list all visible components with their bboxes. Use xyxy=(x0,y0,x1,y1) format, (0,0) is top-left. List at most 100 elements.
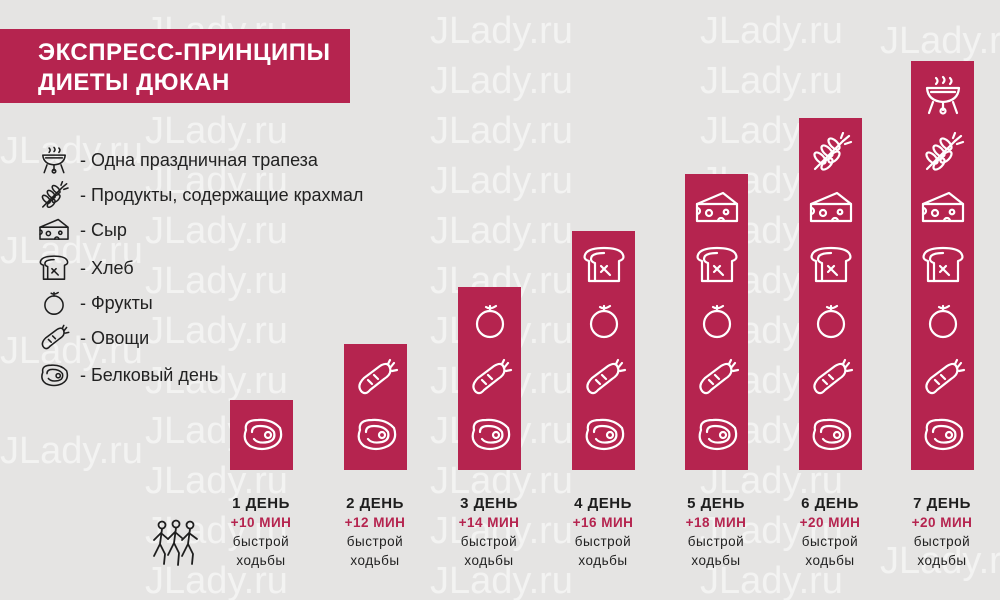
watermark-text: JLady.ru xyxy=(430,10,573,52)
watermark-text: JLady.ru xyxy=(430,210,573,252)
fruit-icon xyxy=(464,299,516,343)
wheat-icon xyxy=(917,130,969,174)
walking-minutes: +12 МИН xyxy=(344,515,406,530)
vegetable-icon xyxy=(917,356,969,400)
wheat-icon xyxy=(34,180,74,210)
watermark-text: JLady.ru xyxy=(145,310,288,352)
legend-item: - Хлеб xyxy=(34,253,134,283)
bar-day-2 xyxy=(344,344,407,470)
title-banner: ЭКСПРЕСС-ПРИНЦИПЫ ДИЕТЫ ДЮКАН xyxy=(0,29,350,103)
walking-text-line-1: быстрой xyxy=(232,534,290,549)
watermark-text: JLady.ru xyxy=(145,260,288,302)
walking-text-line-2: ходьбы xyxy=(691,553,741,568)
bar-day-7 xyxy=(911,61,974,470)
watermark-text: JLady.ru xyxy=(430,110,573,152)
cheese-icon xyxy=(805,186,857,230)
legend-label: - Продукты, содержащие крахмал xyxy=(80,184,364,205)
legend-label: - Хлеб xyxy=(80,257,134,278)
bread-icon xyxy=(34,253,74,283)
walking-minutes: +14 МИН xyxy=(458,515,520,530)
watermark-text: JLady.ru xyxy=(700,10,843,52)
day-label: 4 ДЕНЬ +16 МИН быстрой ходьбы xyxy=(548,494,658,570)
day-label: 5 ДЕНЬ +18 МИН быстрой ходьбы xyxy=(661,494,771,570)
vegetable-icon xyxy=(578,356,630,400)
day-label: 6 ДЕНЬ +20 МИН быстрой ходьбы xyxy=(775,494,885,570)
cheese-icon xyxy=(917,186,969,230)
grill-icon xyxy=(917,73,969,117)
legend-label: - Овощи xyxy=(80,327,150,348)
grill-icon xyxy=(34,145,74,175)
legend-item: - Продукты, содержащие крахмал xyxy=(34,180,363,210)
walking-minutes: +16 МИН xyxy=(572,515,634,530)
vegetable-icon xyxy=(464,356,516,400)
steak-icon xyxy=(691,412,743,456)
steak-icon xyxy=(917,412,969,456)
bar-day-4 xyxy=(572,231,635,470)
bar-day-6 xyxy=(799,118,862,470)
page-title-line-2: ДИЕТЫ ДЮКАН xyxy=(38,69,230,96)
watermark-text: JLady.ru xyxy=(145,210,288,252)
walking-text-line-1: быстрой xyxy=(801,534,859,549)
walking-text-line-2: ходьбы xyxy=(578,553,628,568)
day-title: 7 ДЕНЬ xyxy=(913,495,971,512)
day-label: 3 ДЕНЬ +14 МИН быстрой ходьбы xyxy=(434,494,544,570)
bar-day-3 xyxy=(458,287,521,470)
fruit-icon xyxy=(34,288,74,318)
walking-text-line-2: ходьбы xyxy=(805,553,855,568)
legend-label: - Одна праздничная трапеза xyxy=(80,149,318,170)
fruit-icon xyxy=(917,299,969,343)
walking-text-line-1: быстрой xyxy=(574,534,632,549)
walking-minutes: +18 МИН xyxy=(685,515,747,530)
walking-text-line-1: быстрой xyxy=(913,534,971,549)
bread-icon xyxy=(805,243,857,287)
watermark-text: JLady.ru xyxy=(430,60,573,102)
legend-item: - Одна праздничная трапеза xyxy=(34,145,318,175)
vegetable-icon xyxy=(691,356,743,400)
wheat-icon xyxy=(805,130,857,174)
walking-text-line-1: быстрой xyxy=(346,534,404,549)
day-label: 2 ДЕНЬ +12 МИН быстрой ходьбы xyxy=(320,494,430,570)
bread-icon xyxy=(691,243,743,287)
legend-label: - Сыр xyxy=(80,219,127,240)
cheese-icon xyxy=(34,215,74,245)
day-title: 1 ДЕНЬ xyxy=(232,495,290,512)
bread-icon xyxy=(578,243,630,287)
vegetable-icon xyxy=(34,323,74,353)
day-title: 3 ДЕНЬ xyxy=(460,495,518,512)
day-title: 2 ДЕНЬ xyxy=(346,495,404,512)
legend-label: - Белковый день xyxy=(80,364,219,385)
walking-text-line-1: быстрой xyxy=(460,534,518,549)
watermark-text: JLady.ru xyxy=(0,430,143,472)
day-label: 1 ДЕНЬ +10 МИН быстрой ходьбы xyxy=(206,494,316,570)
legend-item: - Фрукты xyxy=(34,288,153,318)
day-title: 4 ДЕНЬ xyxy=(574,495,632,512)
walking-people-icon xyxy=(150,518,202,570)
walking-text-line-1: быстрой xyxy=(687,534,745,549)
legend-item: - Белковый день xyxy=(34,360,218,390)
walking-text-line-2: ходьбы xyxy=(350,553,400,568)
steak-icon xyxy=(236,412,288,456)
steak-icon xyxy=(578,412,630,456)
watermark-text: JLady.ru xyxy=(700,60,843,102)
watermark-text: JLady.ru xyxy=(430,160,573,202)
day-label: 7 ДЕНЬ +20 МИН быстрой ходьбы xyxy=(887,494,997,570)
walking-minutes: +20 МИН xyxy=(911,515,973,530)
fruit-icon xyxy=(805,299,857,343)
walking-minutes: +20 МИН xyxy=(799,515,861,530)
legend-item: - Сыр xyxy=(34,215,127,245)
bar-day-5 xyxy=(685,174,748,470)
day-title: 5 ДЕНЬ xyxy=(687,495,745,512)
walking-minutes: +10 МИН xyxy=(230,515,292,530)
vegetable-icon xyxy=(350,356,402,400)
steak-icon xyxy=(805,412,857,456)
cheese-icon xyxy=(691,186,743,230)
page-title-line-1: ЭКСПРЕСС-ПРИНЦИПЫ xyxy=(38,39,331,66)
fruit-icon xyxy=(691,299,743,343)
legend-item: - Овощи xyxy=(34,323,149,353)
steak-icon xyxy=(464,412,516,456)
steak-icon xyxy=(350,412,402,456)
bar-day-1 xyxy=(230,400,293,470)
bread-icon xyxy=(917,243,969,287)
watermark-text: JLady.ru xyxy=(880,20,1000,62)
walking-text-line-2: ходьбы xyxy=(464,553,514,568)
